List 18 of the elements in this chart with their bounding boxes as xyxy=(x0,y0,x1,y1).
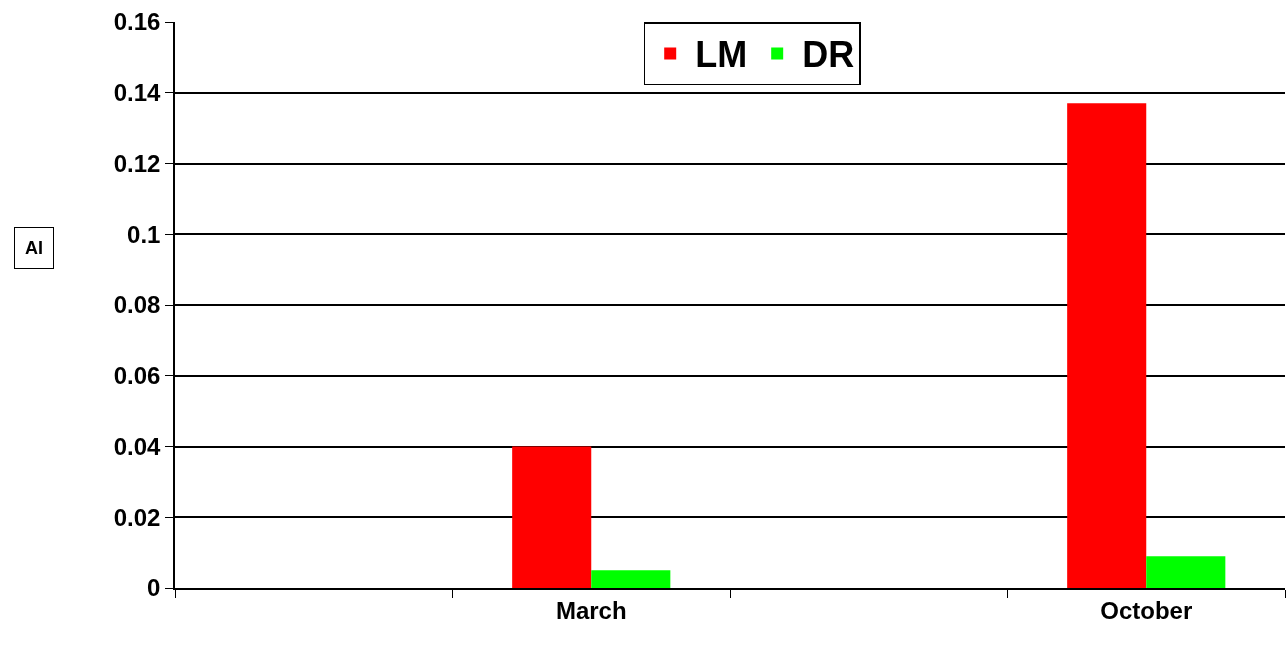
x-tick-label: March xyxy=(555,596,627,624)
bar xyxy=(591,570,671,588)
y-axis-title: AI xyxy=(25,238,43,258)
y-tick-label: 0.04 xyxy=(113,432,162,460)
y-tick-label: 0.06 xyxy=(113,362,161,390)
y-tick-label: 0.02 xyxy=(113,503,161,531)
y-tick-label: 0.14 xyxy=(113,79,162,107)
y-tick-label: 0.12 xyxy=(113,149,161,177)
y-tick-label: 0.16 xyxy=(113,8,161,36)
legend-label: DR xyxy=(802,34,855,76)
y-tick-label: 0.1 xyxy=(127,220,161,248)
y-tick-label: 0.08 xyxy=(113,291,161,319)
bar xyxy=(1146,556,1226,588)
bar xyxy=(512,446,592,588)
x-tick-label: October xyxy=(1100,596,1193,624)
y-tick-label: 0 xyxy=(147,574,161,602)
bar xyxy=(1067,103,1147,588)
legend-label: LM xyxy=(695,34,748,76)
